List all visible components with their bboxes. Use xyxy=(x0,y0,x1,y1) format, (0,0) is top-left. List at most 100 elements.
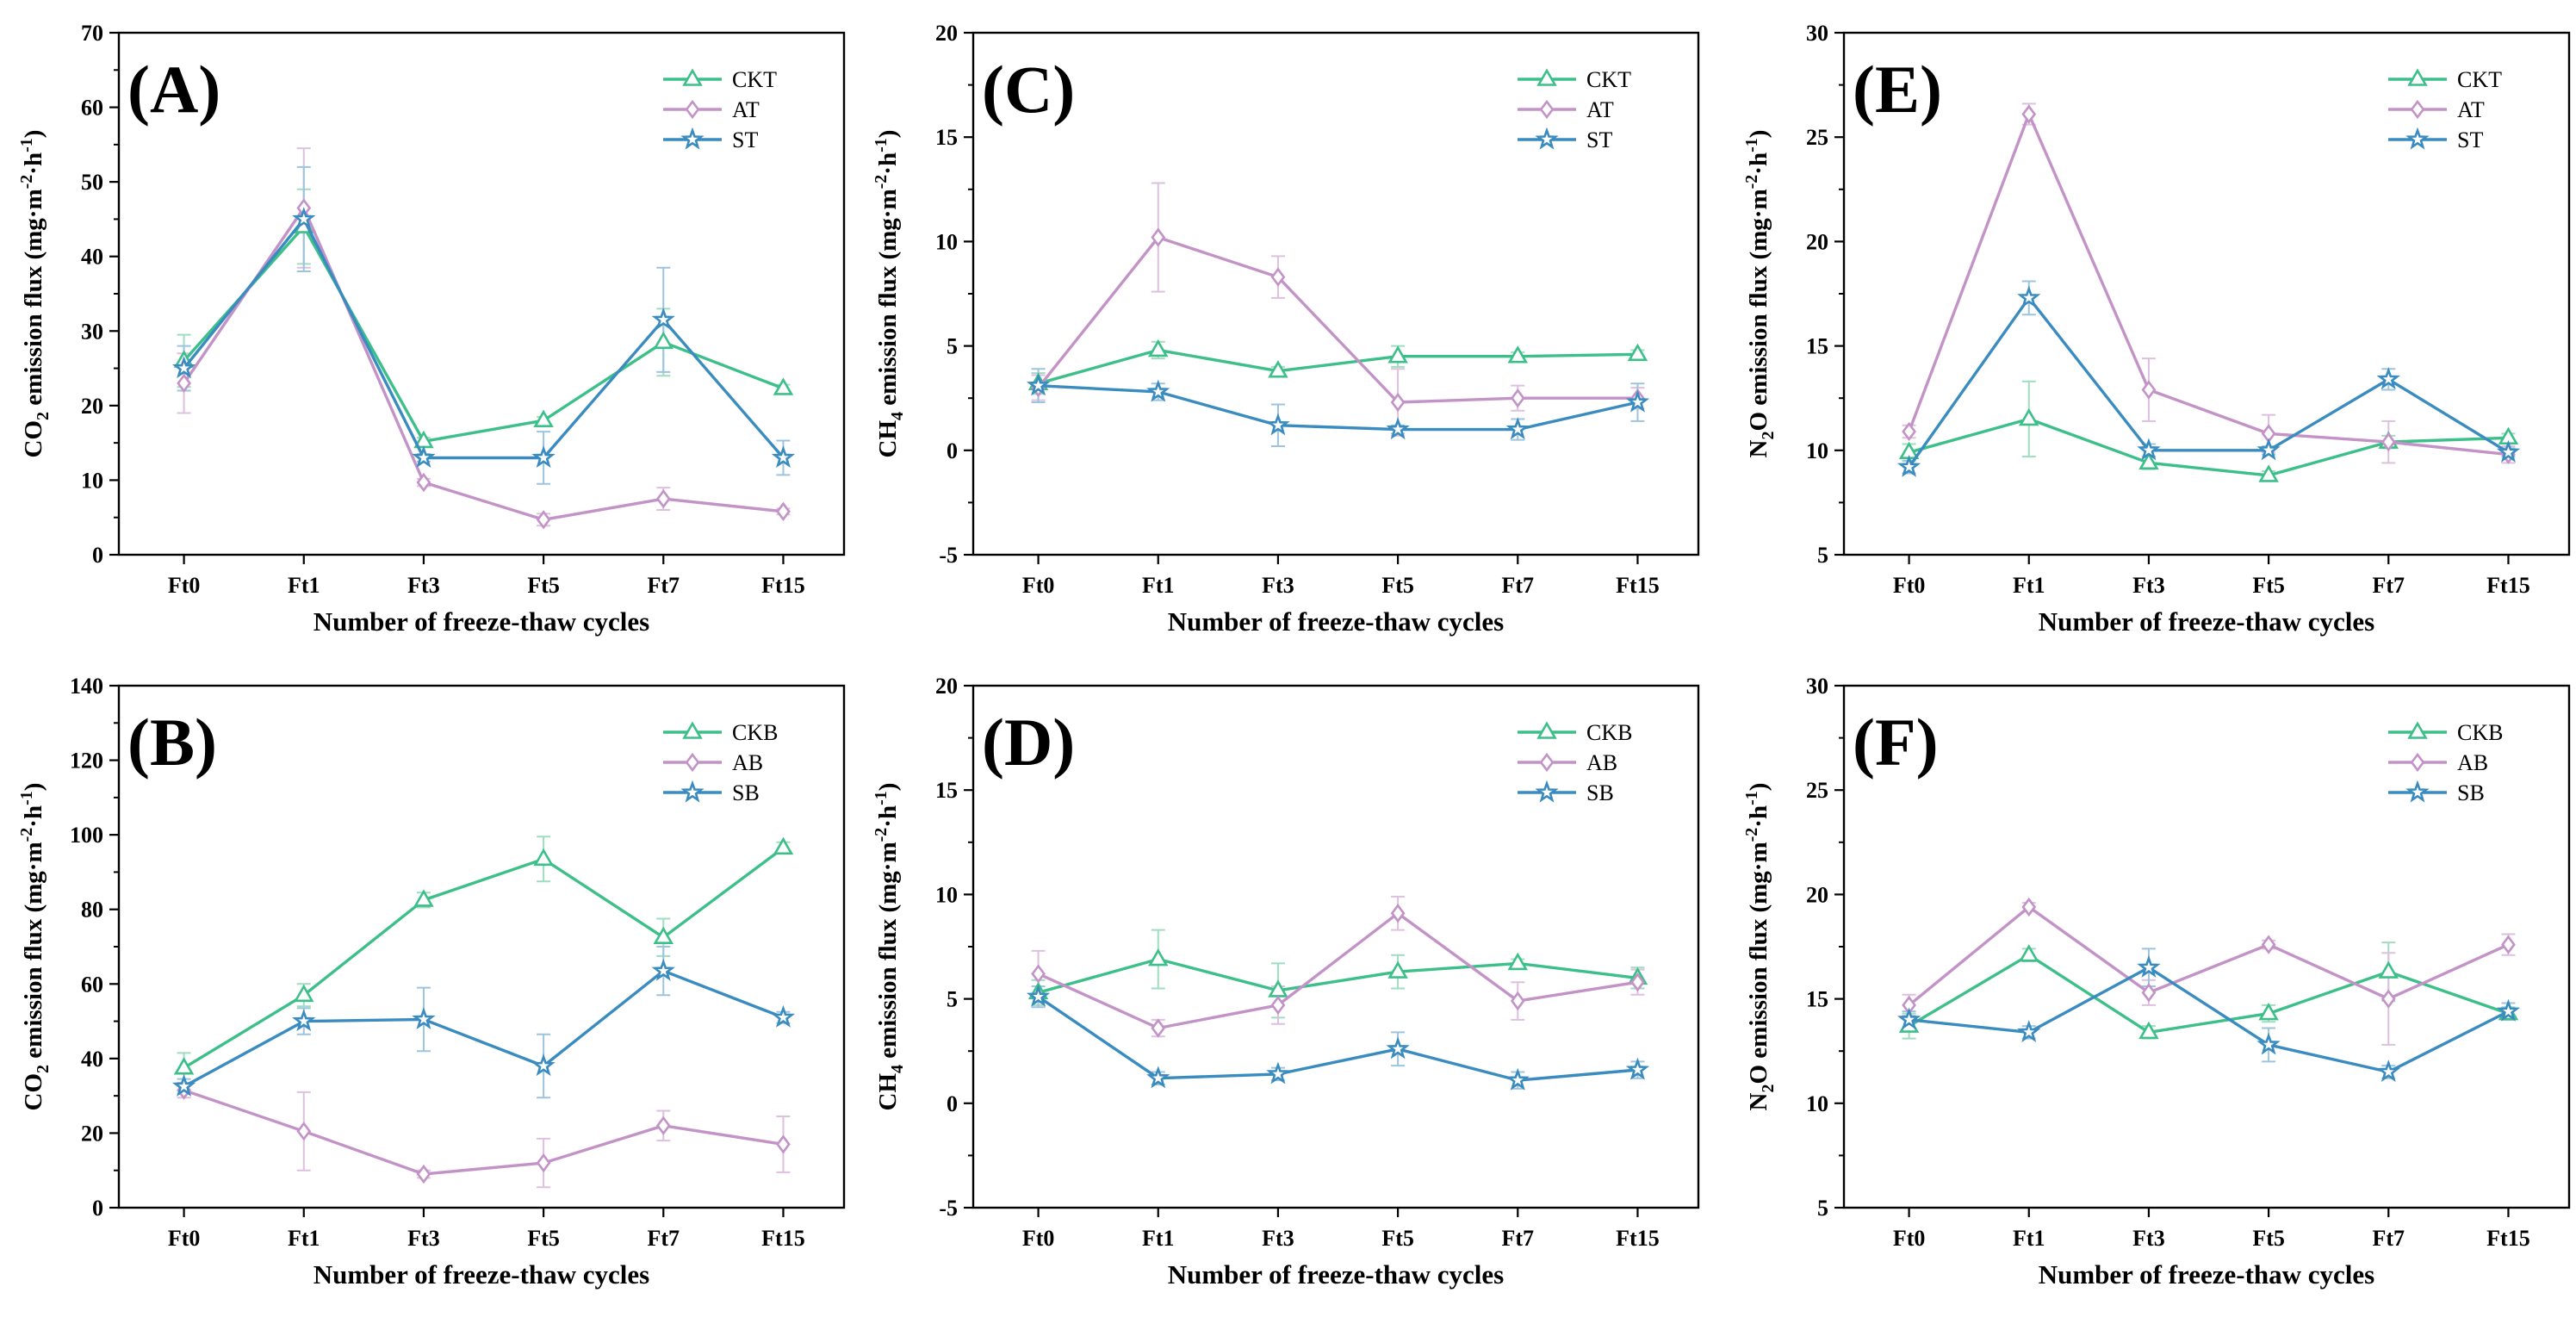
series-line-st xyxy=(1908,296,2510,469)
series-line-at xyxy=(183,206,784,521)
series-sb xyxy=(1896,954,2521,1083)
ylabel-superscript: -1 xyxy=(1742,791,1761,805)
ylabel-subscript: 4 xyxy=(888,1065,907,1073)
legend-label: SB xyxy=(2457,780,2485,805)
x-tick-label: Ft7 xyxy=(1502,573,1535,598)
series-line-ab xyxy=(1908,905,2510,1007)
ylabel-subscript: 2 xyxy=(1759,1085,1778,1093)
data-point-at xyxy=(416,472,431,493)
data-point-sb xyxy=(1896,1007,1921,1030)
y-tick-label: 140 xyxy=(70,674,103,699)
data-point-st xyxy=(2256,438,2281,461)
x-tick-label: Ft5 xyxy=(1381,1226,1414,1251)
series-line-st xyxy=(1038,384,1638,432)
data-point-ckt xyxy=(1387,345,1408,364)
series-sb xyxy=(171,958,796,1097)
y-axis-label: CO2 emission flux (mg·m-2·h-1) xyxy=(17,783,53,1111)
series-st xyxy=(1896,285,2521,477)
ylabel-subscript: 2 xyxy=(34,412,53,420)
data-point-sb xyxy=(1505,1067,1530,1091)
x-tick-label: Ft15 xyxy=(2486,1226,2530,1251)
legend-label: CKT xyxy=(2457,67,2502,92)
data-point-ckt xyxy=(2258,464,2279,482)
y-tick-label: 70 xyxy=(81,21,103,46)
data-point-ab xyxy=(1630,973,1645,992)
legend-marker-triangle xyxy=(1536,721,1557,739)
x-tick-label: Ft3 xyxy=(2132,573,2165,598)
legend-label: AT xyxy=(1586,97,1614,122)
y-tick-label: 30 xyxy=(81,319,103,344)
data-point-ab xyxy=(536,1153,551,1173)
data-point-st xyxy=(292,207,316,230)
data-point-st xyxy=(1625,389,1650,413)
legend-marker-star xyxy=(2405,127,2430,150)
x-axis-label: Number of freeze-thaw cycles xyxy=(313,606,650,637)
error-bars-at xyxy=(177,147,791,527)
y-tick-label: 15 xyxy=(1806,334,1828,359)
series-line-sb xyxy=(1037,995,1638,1082)
data-point-at xyxy=(1510,388,1525,408)
data-point-ckt xyxy=(2019,407,2039,426)
legend: CKB AB SB xyxy=(663,720,778,805)
legend-marker-diamond xyxy=(685,99,700,120)
legend-label: CKB xyxy=(1586,720,1632,745)
data-point-ab xyxy=(1151,1018,1166,1038)
x-tick-label: Ft0 xyxy=(1893,1226,1926,1251)
legend-label: SB xyxy=(1586,780,1614,805)
y-tick-label: 20 xyxy=(81,1121,103,1146)
panel-f: 5 10 15 20 25 30 Ft0 Ft1 Ft3 Ft5 Ft7 Ft15 Number of … xyxy=(1742,674,2571,1290)
x-tick-label: Ft1 xyxy=(288,573,320,598)
x-axis-label: Number of freeze-thaw cycles xyxy=(1168,1259,1505,1290)
series-at xyxy=(1902,104,2516,464)
data-point-st xyxy=(171,356,196,379)
data-point-st xyxy=(531,445,556,469)
x-tick-label: Ft3 xyxy=(407,1226,440,1251)
panel-letter: (E) xyxy=(1853,52,1942,127)
series-ckt xyxy=(1027,339,1648,391)
series-line-at xyxy=(1908,112,2509,457)
series-at xyxy=(177,198,791,530)
series-line-sb xyxy=(1909,966,2510,1074)
ylabel-part: CH xyxy=(874,1073,902,1111)
data-point-ckt xyxy=(2138,451,2159,470)
ylabel-part: O emission flux (mg·m xyxy=(1745,189,1772,431)
data-point-ckt xyxy=(1268,360,1288,378)
ylabel-part: ·h xyxy=(874,805,902,828)
legend-label: ST xyxy=(2457,127,2483,152)
data-point-ckb xyxy=(1148,948,1169,966)
data-point-st xyxy=(1026,373,1051,396)
ylabel-superscript: -2 xyxy=(17,175,36,190)
data-point-at xyxy=(1151,227,1166,247)
panel-e: 5 10 15 20 25 30 Ft0 Ft1 Ft3 Ft5 Ft7 Ft15 Number of … xyxy=(1742,21,2571,637)
data-point-ckt xyxy=(653,331,674,350)
legend-marker-triangle xyxy=(682,68,703,86)
legend-label: AB xyxy=(732,750,763,775)
legend-marker-star xyxy=(2405,780,2430,803)
y-tick-label: 20 xyxy=(935,21,958,46)
error-bars-sb xyxy=(1031,985,1645,1090)
ylabel-superscript: -2 xyxy=(17,828,36,842)
legend-label: ST xyxy=(1586,127,1612,152)
y-tick-label: 10 xyxy=(81,468,103,493)
ylabel-part: ) xyxy=(874,130,902,139)
panel-b: 0 20 40 60 80 100 120 140 Ft0 Ft1 Ft3 Ft5 Ft7 Ft15 Num… xyxy=(17,674,846,1290)
data-point-at xyxy=(1270,267,1286,287)
y-axis-label: N2O emission flux (mg·m-2·h-1) xyxy=(1742,130,1778,458)
data-point-ab xyxy=(2261,935,2276,954)
y-tick-label: 10 xyxy=(1806,438,1828,463)
legend: CKT AT ST xyxy=(663,67,777,152)
x-tick-label: Ft15 xyxy=(761,573,805,598)
data-point-st xyxy=(2496,439,2521,463)
ylabel-superscript: -1 xyxy=(872,791,891,805)
legend-label: AT xyxy=(2457,97,2485,122)
data-point-ab xyxy=(2021,897,2037,917)
data-point-sb xyxy=(1625,1057,1650,1080)
data-point-at xyxy=(1902,421,1916,442)
x-tick-label: Ft0 xyxy=(168,1226,201,1251)
data-point-at xyxy=(2021,104,2037,124)
legend-label: AB xyxy=(2457,750,2488,775)
ylabel-part: emission flux (mg·m xyxy=(874,842,902,1065)
y-tick-label: 0 xyxy=(92,1196,103,1221)
data-point-sb xyxy=(531,1053,556,1077)
data-point-ab xyxy=(416,1164,431,1184)
